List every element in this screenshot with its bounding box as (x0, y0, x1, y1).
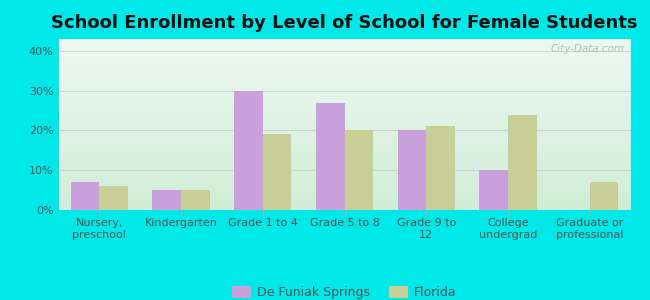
Bar (234, 91, 263, 210)
Title: School Enrollment by Level of School for Female Students: School Enrollment by Level of School for… (51, 14, 638, 32)
Bar (316, 103, 344, 210)
Bar (99, 186, 128, 210)
Bar (263, 134, 291, 210)
Bar (181, 190, 210, 210)
Bar (590, 182, 618, 210)
Bar (71, 182, 99, 210)
Bar (426, 127, 455, 210)
Bar (398, 130, 426, 210)
Bar (508, 115, 536, 210)
Bar (344, 130, 373, 210)
Bar (153, 190, 181, 210)
Legend: De Funiak Springs, Florida: De Funiak Springs, Florida (227, 281, 462, 300)
Text: City-Data.com: City-Data.com (551, 44, 625, 54)
Bar (479, 170, 508, 210)
